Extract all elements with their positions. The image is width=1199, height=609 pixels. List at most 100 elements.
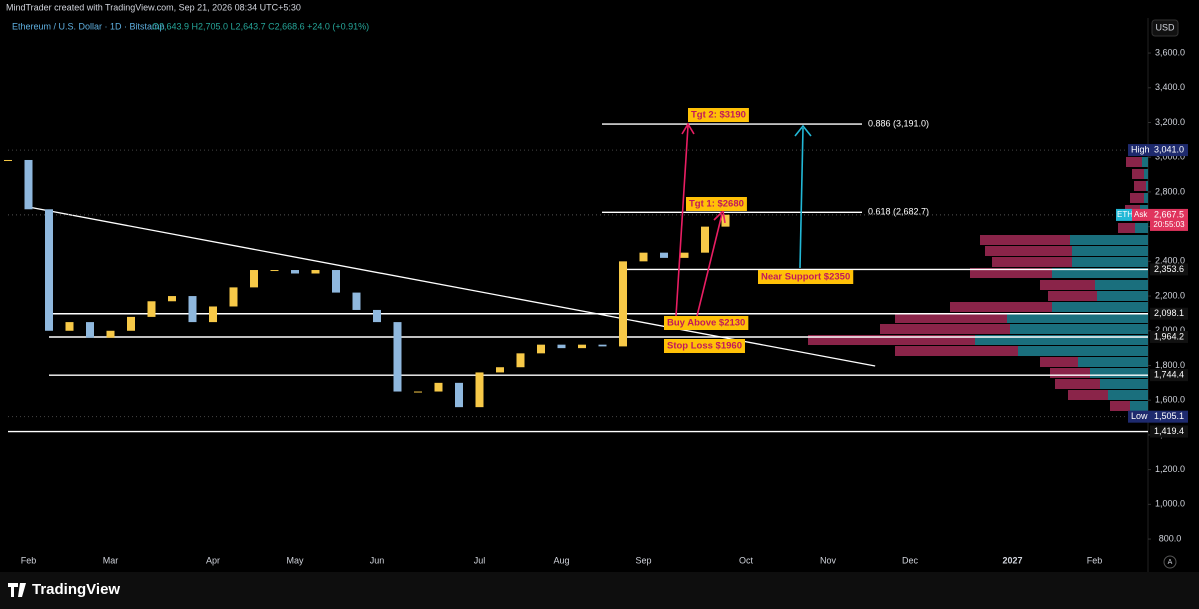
profile-sell [1055,379,1100,389]
price-tag [1150,369,1188,382]
arrow [799,127,804,269]
candle [455,382,463,408]
low-value: 1,505.1 [1154,411,1184,421]
y-tick-label: 3,600.0 [1155,47,1185,57]
candle [373,309,381,323]
candle [332,270,340,293]
profile-buy [1100,379,1148,389]
annotation-box [664,316,749,330]
price-tag-label: 1,419.4 [1154,426,1184,436]
candle [496,367,504,373]
annotation: Tgt 1: $2680 [689,199,744,210]
profile-sell [950,302,1052,312]
candle [680,252,689,258]
y-tick-label: 2,200.0 [1155,290,1185,300]
auto-label[interactable]: A [1168,559,1173,566]
profile-buy [1090,368,1148,378]
candle [660,252,668,258]
logo-icon [8,583,26,597]
ask-price: 2,667.5 [1154,209,1184,219]
profile-buy [1018,346,1148,356]
profile-sell [1040,357,1078,367]
candle [209,306,217,323]
profile-sell [1048,291,1097,301]
annotation-box [686,197,747,211]
candle [311,270,320,274]
y-tick-label: 1,200.0 [1155,464,1185,474]
profile-buy [1144,193,1148,203]
ask-side-tag [1132,208,1150,221]
y-tick-label: 1,800.0 [1155,360,1185,370]
profile-buy [1095,280,1148,290]
candle [45,209,53,331]
arrow [696,213,723,317]
currency[interactable]: USD [1155,22,1175,32]
price-tag-label: 2,098.1 [1154,308,1184,318]
candle [188,296,197,323]
profile-sell [895,346,1018,356]
price-tag [1150,307,1188,320]
y-tick-label: 800.0 [1159,533,1182,543]
price-tag [1150,330,1188,343]
ask-side: Ask [1134,210,1148,219]
currency-button[interactable] [1151,19,1179,37]
profile-buy [975,335,1148,345]
y-tick-label: 3,400.0 [1155,82,1185,92]
x-tick-label: Apr [206,555,220,565]
candle [24,159,33,210]
profile-sell [980,235,1070,245]
candle [147,301,156,317]
x-tick-label: Jun [370,555,385,565]
candle [168,296,176,302]
x-tick-label: Oct [739,555,754,565]
profile-sell [985,246,1072,256]
profile-sell [1118,223,1135,233]
candle [537,344,545,354]
candle [127,316,135,331]
x-tick-label: Feb [1087,555,1103,565]
candle [229,287,238,307]
profile-sell [1134,181,1146,191]
candle [270,270,279,272]
fib-label: 0.618 (2,682.7) [868,207,929,217]
candle [106,330,115,338]
profile-sell [880,324,1010,334]
candle [598,344,607,347]
annotation: Buy Above $2130 [667,318,745,329]
y-tick-label: 2,800.0 [1155,186,1185,196]
annotation: Near Support $2350 [761,272,850,283]
profile-buy [1135,223,1148,233]
profile-sell [970,268,1052,278]
brand: TradingView [32,581,120,598]
ask-price-tag [1150,208,1188,231]
annotation: Stop Loss $1960 [667,341,742,352]
candle [86,322,94,338]
candle [475,372,484,408]
profile-buy [1142,157,1148,167]
fib-label: 0.886 (3,191.0) [868,118,929,128]
x-tick-label: Jul [474,555,486,565]
price-tag-label: 2,353.6 [1154,264,1184,274]
x-tick-label: Feb [21,555,37,565]
auto-button[interactable] [1163,555,1177,569]
profile-buy [1146,181,1148,191]
profile-buy [1144,169,1148,179]
arrowhead [681,122,695,135]
candle [4,159,12,161]
profile-sell [1132,169,1144,179]
profile-sell [1050,368,1090,378]
x-tick-label: Nov [820,555,837,565]
profile-sell [1068,390,1108,400]
profile-sell [1110,401,1130,411]
candle [721,214,730,227]
candle [434,382,443,392]
x-tick-label: Aug [553,555,569,565]
profile-buy [1010,324,1148,334]
annotation: Tgt 2: $3190 [691,110,746,121]
plot: 800.01,000.01,200.01,400.01,600.01,800.0… [4,47,1188,565]
ohlc: O2,643.9 H2,705.0 L2,643.7 C2,668.6 +24.… [152,21,369,31]
candle [65,322,74,331]
profile-buy [1072,257,1148,267]
candle [291,270,299,274]
